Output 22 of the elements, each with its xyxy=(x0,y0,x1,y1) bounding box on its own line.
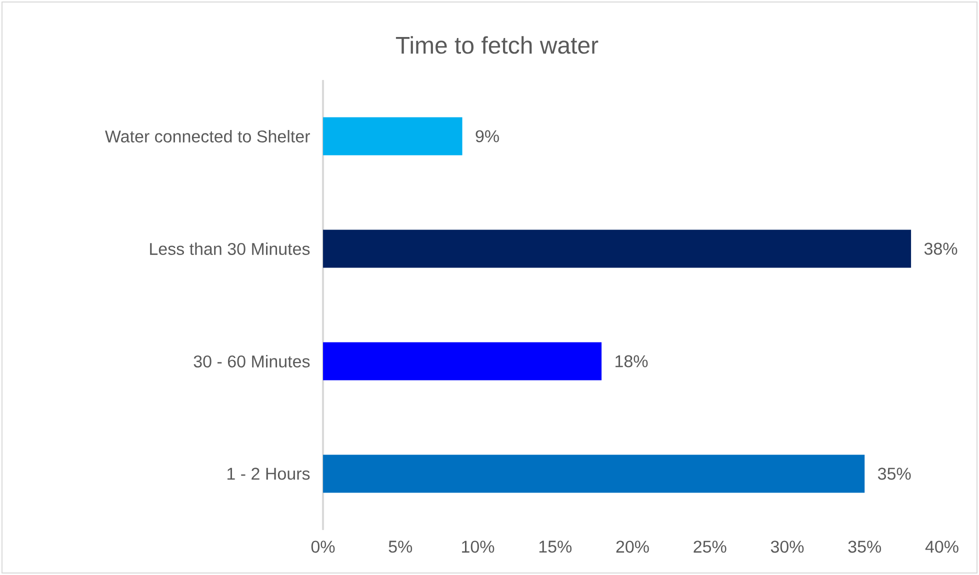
x-tick-label: 10% xyxy=(462,540,494,553)
x-tick-label: 30% xyxy=(770,540,804,553)
data-label: 9% xyxy=(476,130,499,142)
bar xyxy=(323,117,462,156)
x-tick-label: 25% xyxy=(694,540,726,553)
data-label: 18% xyxy=(616,355,648,368)
data-label: 35% xyxy=(878,468,911,480)
x-tick-label: 40% xyxy=(925,540,958,553)
y-tick-label: 1 - 2 Hours xyxy=(228,468,310,480)
bar xyxy=(323,342,602,380)
x-tick-label: 5% xyxy=(388,540,412,553)
x-tick-label: 15% xyxy=(539,540,572,553)
x-tick-label: 20% xyxy=(616,540,649,553)
y-tick-label: 30 - 60 Minutes xyxy=(194,355,310,368)
x-tick-label: 35% xyxy=(848,540,882,553)
y-tick-label: Less than 30 Minutes xyxy=(150,242,310,255)
chart-title: Time to fetch water xyxy=(396,36,598,54)
y-tick-label: Water connected to Shelter xyxy=(105,130,310,142)
bar xyxy=(323,230,912,268)
x-tick-label: 0% xyxy=(311,540,335,553)
bar xyxy=(323,454,865,493)
data-label: 38% xyxy=(924,242,958,255)
